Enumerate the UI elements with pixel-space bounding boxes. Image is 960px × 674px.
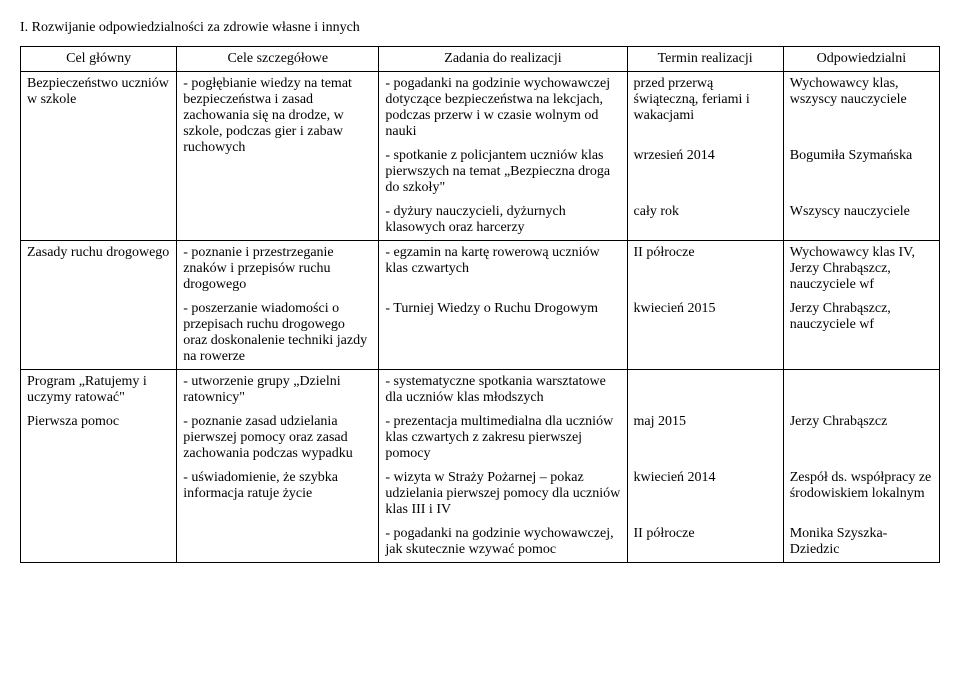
cell-odpowiedzialni: Jerzy Chrabąszcz, nauczyciele wf — [783, 297, 939, 370]
cell-cele-szczegolowe: - uświadomienie, że szybka informacja ra… — [177, 466, 379, 522]
cell-zadania: - dyżury nauczycieli, dyżurnych klasowyc… — [379, 200, 627, 241]
table-header-row: Cel główny Cele szczegółowe Zadania do r… — [21, 47, 940, 72]
cell-termin: przed przerwą świąteczną, feriami i waka… — [627, 72, 783, 145]
cell-zadania: - spotkanie z policjantem uczniów klas p… — [379, 144, 627, 200]
table-row: Program „Ratujemy i uczymy ratować" - ut… — [21, 370, 940, 411]
cell-cele-szczegolowe: - utworzenie grupy „Dzielni ratownicy" — [177, 370, 379, 411]
cell-zadania: - pogadanki na godzinie wychowawczej, ja… — [379, 522, 627, 563]
cell-termin: II półrocze — [627, 522, 783, 563]
cell-termin: wrzesień 2014 — [627, 144, 783, 200]
section-title: I. Rozwijanie odpowiedzialności za zdrow… — [20, 20, 940, 36]
cell-odpowiedzialni: Monika Szyszka-Dziedzic — [783, 522, 939, 563]
cell-zadania: - egzamin na kartę rowerową uczniów klas… — [379, 241, 627, 298]
cell-termin: cały rok — [627, 200, 783, 241]
cell-cele-szczegolowe: - poznanie zasad udzielania pierwszej po… — [177, 410, 379, 466]
header-termin: Termin realizacji — [627, 47, 783, 72]
table-row: Pierwsza pomoc - poznanie zasad udzielan… — [21, 410, 940, 466]
cell-cele-szczegolowe — [177, 522, 379, 563]
header-cele-szczegolowe: Cele szczegółowe — [177, 47, 379, 72]
cell-cel-glowny: Pierwsza pomoc — [21, 410, 177, 466]
header-odpowiedzialni: Odpowiedzialni — [783, 47, 939, 72]
cell-odpowiedzialni — [783, 370, 939, 411]
table-row: Bezpieczeństwo uczniów w szkole - pogłęb… — [21, 72, 940, 145]
cell-cel-glowny — [21, 466, 177, 522]
cell-odpowiedzialni: Wszyscy nauczyciele — [783, 200, 939, 241]
table-row: Zasady ruchu drogowego - poznanie i prze… — [21, 241, 940, 298]
cell-cele-szczegolowe: - poznanie i przestrzeganie znaków i prz… — [177, 241, 379, 298]
cell-zadania: - wizyta w Straży Pożarnej – pokaz udzie… — [379, 466, 627, 522]
cell-cele-szczegolowe: - pogłębianie wiedzy na temat bezpieczeń… — [177, 72, 379, 241]
header-zadania: Zadania do realizacji — [379, 47, 627, 72]
cell-cel-glowny: Program „Ratujemy i uczymy ratować" — [21, 370, 177, 411]
cell-cele-szczegolowe: - poszerzanie wiadomości o przepisach ru… — [177, 297, 379, 370]
cell-termin: II półrocze — [627, 241, 783, 298]
cell-zadania: - systematyczne spotkania warsztatowe dl… — [379, 370, 627, 411]
cell-odpowiedzialni: Jerzy Chrabąszcz — [783, 410, 939, 466]
cell-termin — [627, 370, 783, 411]
cell-odpowiedzialni: Bogumiła Szymańska — [783, 144, 939, 200]
cell-termin: maj 2015 — [627, 410, 783, 466]
cell-zadania: - Turniej Wiedzy o Ruchu Drogowym — [379, 297, 627, 370]
cell-zadania: - prezentacja multimedialna dla uczniów … — [379, 410, 627, 466]
cell-odpowiedzialni: Wychowawcy klas, wszyscy nauczyciele — [783, 72, 939, 145]
table-row: - uświadomienie, że szybka informacja ra… — [21, 466, 940, 522]
responsibility-table: Cel główny Cele szczegółowe Zadania do r… — [20, 46, 940, 563]
cell-termin: kwiecień 2014 — [627, 466, 783, 522]
cell-zadania: - pogadanki na godzinie wychowawczej dot… — [379, 72, 627, 145]
cell-odpowiedzialni: Wychowawcy klas IV, Jerzy Chrabąszcz, na… — [783, 241, 939, 298]
cell-cel-glowny: Zasady ruchu drogowego — [21, 241, 177, 370]
cell-cel-glowny: Bezpieczeństwo uczniów w szkole — [21, 72, 177, 241]
cell-odpowiedzialni: Zespół ds. współpracy ze środowiskiem lo… — [783, 466, 939, 522]
cell-termin: kwiecień 2015 — [627, 297, 783, 370]
header-cel-glowny: Cel główny — [21, 47, 177, 72]
table-row: - pogadanki na godzinie wychowawczej, ja… — [21, 522, 940, 563]
cell-cel-glowny — [21, 522, 177, 563]
